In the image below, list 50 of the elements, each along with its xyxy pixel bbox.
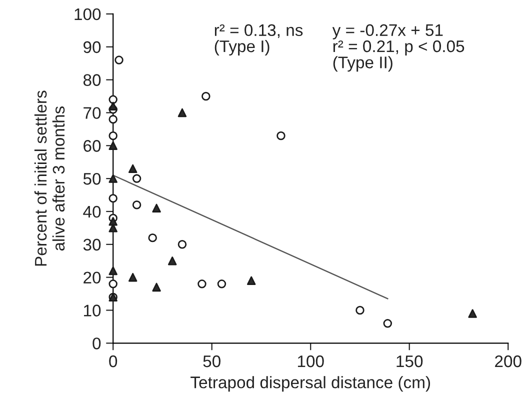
y-tick-label: 10 — [84, 304, 101, 316]
point — [132, 200, 142, 210]
point — [132, 174, 142, 183]
point — [108, 141, 118, 150]
x-tick-label: 200 — [495, 355, 522, 368]
point — [108, 224, 118, 232]
point — [383, 319, 392, 328]
point — [202, 92, 210, 101]
point — [108, 174, 118, 183]
point — [217, 280, 226, 288]
y-tick-label: 80 — [83, 74, 101, 86]
point — [108, 131, 118, 140]
y-tick-label: 50 — [83, 172, 101, 185]
y-tick-label: 100 — [74, 8, 101, 20]
point — [128, 164, 138, 174]
point — [108, 266, 118, 276]
y-tick-label: 90 — [84, 41, 101, 54]
point — [152, 282, 161, 292]
x-tick-label: 0 — [109, 355, 118, 368]
y-tick-label: 0 — [92, 338, 101, 350]
annotation: r² = 0.13, ns (Type I) — [214, 24, 303, 56]
y-tick-label: 40 — [83, 206, 101, 218]
point — [246, 276, 256, 285]
x-axis-title: Tetrapod dispersal distance (cm) — [190, 376, 430, 392]
point — [198, 280, 206, 288]
y-tick-label: 70 — [84, 107, 101, 119]
y-tick-label: 20 — [84, 272, 101, 284]
point — [108, 194, 118, 203]
point — [276, 131, 286, 140]
point — [108, 102, 118, 110]
annotation: y = -0.27x + 51 r² = 0.21, p < 0.05 (Type II) — [332, 24, 464, 72]
y-axis-title: Percent of initial settlers alive after 3 months — [34, 90, 65, 266]
x-tick-label: 100 — [298, 355, 324, 368]
point — [108, 216, 118, 226]
point — [178, 108, 187, 118]
point — [168, 256, 177, 266]
point — [108, 280, 118, 288]
point — [128, 272, 138, 282]
point — [356, 306, 364, 315]
point — [178, 240, 187, 249]
point — [108, 95, 118, 104]
x-tick-label: 50 — [203, 355, 220, 368]
point — [148, 233, 157, 242]
point — [108, 114, 118, 124]
point — [152, 204, 161, 213]
point — [114, 56, 124, 64]
y-tick-label: 60 — [84, 140, 101, 152]
x-tick-label: 150 — [396, 355, 423, 368]
y-tick-label: 30 — [83, 238, 101, 251]
point — [468, 309, 477, 318]
